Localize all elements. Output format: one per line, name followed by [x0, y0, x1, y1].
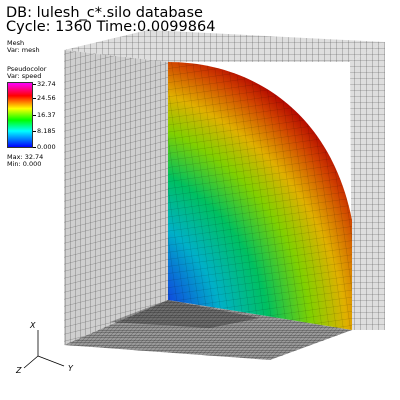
database-title: DB: lulesh_c*.silo database: [6, 5, 203, 21]
mesh-legend-title: Mesh: [7, 39, 25, 47]
axis-triad: [23, 330, 65, 369]
cavity-floor: [110, 300, 260, 328]
axis-label-z: Z: [15, 366, 22, 375]
axis-label-x: X: [29, 321, 36, 330]
cycle-time-label: Cycle: 1360 Time:0.0099864: [6, 19, 216, 35]
pseudocolor-legend-title: Pseudocolor: [7, 65, 47, 73]
mesh-legend-var: Var: mesh: [7, 46, 40, 54]
legend-tick: 0.000: [37, 143, 56, 151]
legend-max: Max: 32.74: [7, 153, 44, 161]
legend-tick: 32.74: [37, 80, 56, 88]
cube-bottom-face: [64, 300, 352, 360]
cube-left-face: [64, 50, 168, 345]
cube-right-face: [350, 42, 385, 330]
legend-tick: 16.37: [37, 111, 56, 119]
color-scale-bar: [7, 82, 33, 148]
pseudocolor-legend-var: Var: speed: [7, 72, 42, 80]
legend-tick: 8.185: [37, 127, 56, 135]
legend-min: Min: 0.000: [7, 160, 42, 168]
legend-tick: 24.56: [37, 94, 56, 102]
axis-label-y: Y: [68, 364, 74, 373]
cube-top-face: [64, 30, 385, 62]
